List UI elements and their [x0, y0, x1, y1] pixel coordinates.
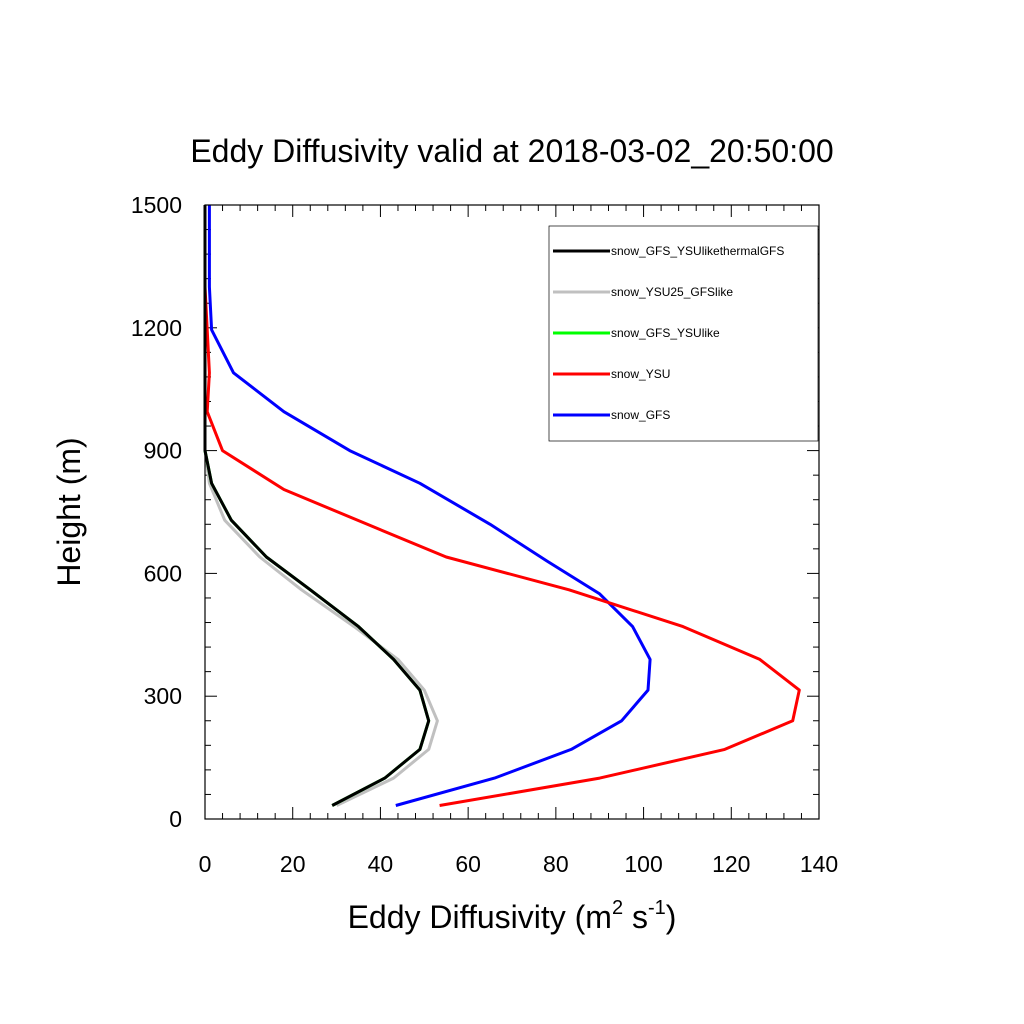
y-axis-title: Height (m): [51, 437, 87, 586]
legend-entry: snow_YSU25_GFSlike: [553, 285, 733, 299]
x-axis-title-sup2: -1: [648, 897, 666, 919]
legend-label: snow_GFS_YSUlike: [611, 326, 720, 340]
legend-label: snow_YSU25_GFSlike: [611, 285, 733, 299]
x-tick-labels: 0 20 40 60 80 100 120 140: [199, 851, 839, 877]
y-tick-label: 1500: [131, 192, 182, 218]
series-line-snow_GFS_YSUlikethermalGFS: [203, 205, 431, 807]
legend-entry: snow_YSU: [553, 367, 670, 381]
x-tick-label: 0: [199, 851, 212, 877]
x-axis-title-sup1: 2: [612, 897, 623, 919]
x-tick-label: 120: [712, 851, 750, 877]
x-tick-label: 40: [368, 851, 394, 877]
x-tick-label: 60: [455, 851, 481, 877]
y-tick-labels: 0 300 600 900 1200 1500: [131, 192, 182, 832]
y-tick-label: 600: [144, 560, 182, 586]
y-tick-label: 0: [169, 806, 182, 832]
legend-label: snow_GFS: [611, 408, 670, 422]
y-tick-label: 300: [144, 683, 182, 709]
legend-label: snow_YSU: [611, 367, 670, 381]
series-line-snow_GFS_YSUlike: [203, 205, 431, 807]
y-tick-label: 900: [144, 438, 182, 464]
series-line-snow_GFS: [207, 205, 652, 807]
y-tick-label: 1200: [131, 315, 182, 341]
x-tick-label: 140: [800, 851, 838, 877]
x-tick-label: 100: [624, 851, 662, 877]
x-axis-title-end: ): [666, 899, 677, 935]
legend: snow_GFS_YSUlikethermalGFS snow_YSU25_GFS…: [548, 225, 819, 442]
x-axis-title-mid: s: [623, 899, 648, 935]
chart-title: Eddy Diffusivity valid at 2018-03-02_20:…: [190, 133, 833, 169]
legend-entry: snow_GFS: [553, 408, 670, 422]
x-axis-title: Eddy Diffusivity (m2 s-1): [348, 897, 677, 935]
series-line-snow_YSU: [203, 205, 801, 807]
legend-entry: snow_GFS_YSUlike: [553, 326, 720, 340]
x-axis-title-main: Eddy Diffusivity (m: [348, 899, 612, 935]
legend-entry: snow_GFS_YSUlikethermalGFS: [553, 244, 784, 258]
x-tick-label: 20: [280, 851, 306, 877]
legend-label: snow_GFS_YSUlikethermalGFS: [611, 244, 784, 258]
plot-frame: [204, 204, 820, 820]
x-tick-label: 80: [543, 851, 569, 877]
